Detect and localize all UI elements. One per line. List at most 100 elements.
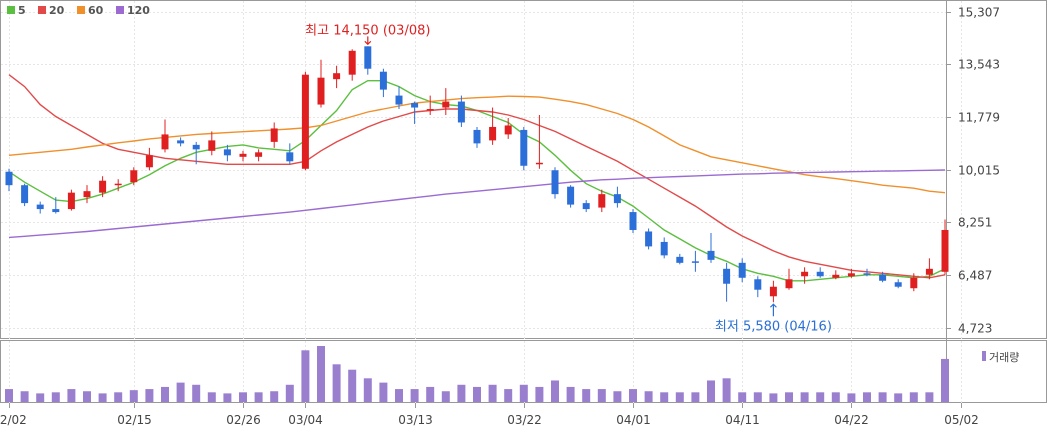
volume-bar xyxy=(395,389,403,402)
candle-body xyxy=(707,250,715,260)
x-tick-label: 04/11 xyxy=(725,413,760,427)
candle-body xyxy=(754,279,762,290)
candle xyxy=(567,185,575,208)
low-annotation: 최저 5,580 (04/16) xyxy=(715,303,832,334)
candle xyxy=(707,232,715,263)
volume-bar xyxy=(51,392,60,402)
candle-body xyxy=(769,286,777,297)
candle xyxy=(754,276,762,298)
volume-bar xyxy=(223,393,232,402)
candle xyxy=(801,267,809,284)
candle-body xyxy=(208,140,216,151)
candle-body xyxy=(192,144,200,150)
candle xyxy=(364,46,372,75)
candle xyxy=(379,68,387,98)
candle xyxy=(489,107,497,145)
candle-body xyxy=(114,183,122,186)
legend-label: 5 xyxy=(18,4,26,17)
price-panel-frame xyxy=(0,0,1047,339)
y-tick-label: 4,723 xyxy=(958,322,992,336)
candle-body xyxy=(551,170,559,195)
candle-body xyxy=(535,162,543,165)
candle xyxy=(5,168,13,192)
volume-bar xyxy=(254,392,263,402)
volume-bar xyxy=(519,384,528,402)
candle xyxy=(99,176,107,198)
candle xyxy=(551,167,559,199)
x-tick-label: 02/02 xyxy=(0,413,27,427)
ma-line-20 xyxy=(8,74,946,279)
volume-bar xyxy=(239,392,247,402)
legend-label: 60 xyxy=(88,4,104,17)
y-tick-label: 13,543 xyxy=(958,58,1000,72)
candle xyxy=(239,150,247,162)
volume-bar xyxy=(285,384,294,402)
volume-bar xyxy=(83,391,91,402)
moving-average-lines xyxy=(8,74,946,282)
volume-bar xyxy=(863,392,871,402)
volume-bar xyxy=(426,386,435,402)
candle xyxy=(941,219,949,275)
candle xyxy=(598,189,606,213)
candle xyxy=(395,86,403,110)
volume-bar xyxy=(145,389,154,402)
volume-bar xyxy=(114,392,123,402)
candle xyxy=(660,237,668,259)
candle-body xyxy=(567,186,575,205)
candle-body xyxy=(286,152,294,162)
y-tick-label: 10,015 xyxy=(958,164,1000,178)
volume-bar xyxy=(332,364,341,402)
candle-body xyxy=(411,103,419,108)
candle-body xyxy=(130,170,138,183)
candle xyxy=(270,122,278,148)
volume-bar xyxy=(301,350,310,402)
candle-body xyxy=(473,129,481,144)
candle-body xyxy=(177,140,185,144)
volume-legend: 거래량 xyxy=(982,351,1019,364)
candle xyxy=(691,250,699,272)
candle xyxy=(582,200,590,213)
candle xyxy=(879,271,887,283)
candle-body xyxy=(941,229,949,272)
candle xyxy=(67,189,75,211)
candle xyxy=(925,258,933,280)
x-tick-label: 04/22 xyxy=(834,413,869,427)
candle xyxy=(286,143,294,165)
high-arrow-icon xyxy=(364,36,372,46)
candle-body xyxy=(145,155,153,168)
candle xyxy=(863,268,871,277)
volume-bar xyxy=(379,382,388,402)
volume-bar xyxy=(67,389,76,402)
volume-bar xyxy=(925,392,934,402)
volume-bar xyxy=(769,393,778,402)
candle-body xyxy=(832,274,840,278)
volume-bar xyxy=(785,392,793,402)
candle xyxy=(177,137,185,147)
candle xyxy=(723,262,731,302)
candle-body xyxy=(395,95,403,105)
volume-bar xyxy=(660,392,669,402)
volume-bar xyxy=(909,392,918,402)
candles xyxy=(5,46,949,303)
candle-body xyxy=(582,203,590,210)
volume-bar xyxy=(691,392,700,402)
candle xyxy=(426,95,434,116)
candle-body xyxy=(379,71,387,90)
x-tick-label: 03/22 xyxy=(507,413,542,427)
volume-bar xyxy=(831,392,840,402)
candle xyxy=(52,197,60,214)
legend-swatch xyxy=(116,6,124,14)
volume-bar xyxy=(5,389,13,402)
candle xyxy=(816,267,824,278)
candle-body xyxy=(691,261,699,263)
candle xyxy=(832,270,840,280)
candle xyxy=(255,149,263,162)
candle-body xyxy=(67,192,75,210)
candle-body xyxy=(863,273,871,275)
volume-bar xyxy=(535,386,544,402)
volume-bar xyxy=(504,389,513,402)
candle xyxy=(629,209,637,233)
volume-bar xyxy=(597,389,606,402)
x-tick-label: 03/04 xyxy=(288,413,323,427)
candle xyxy=(208,131,216,156)
